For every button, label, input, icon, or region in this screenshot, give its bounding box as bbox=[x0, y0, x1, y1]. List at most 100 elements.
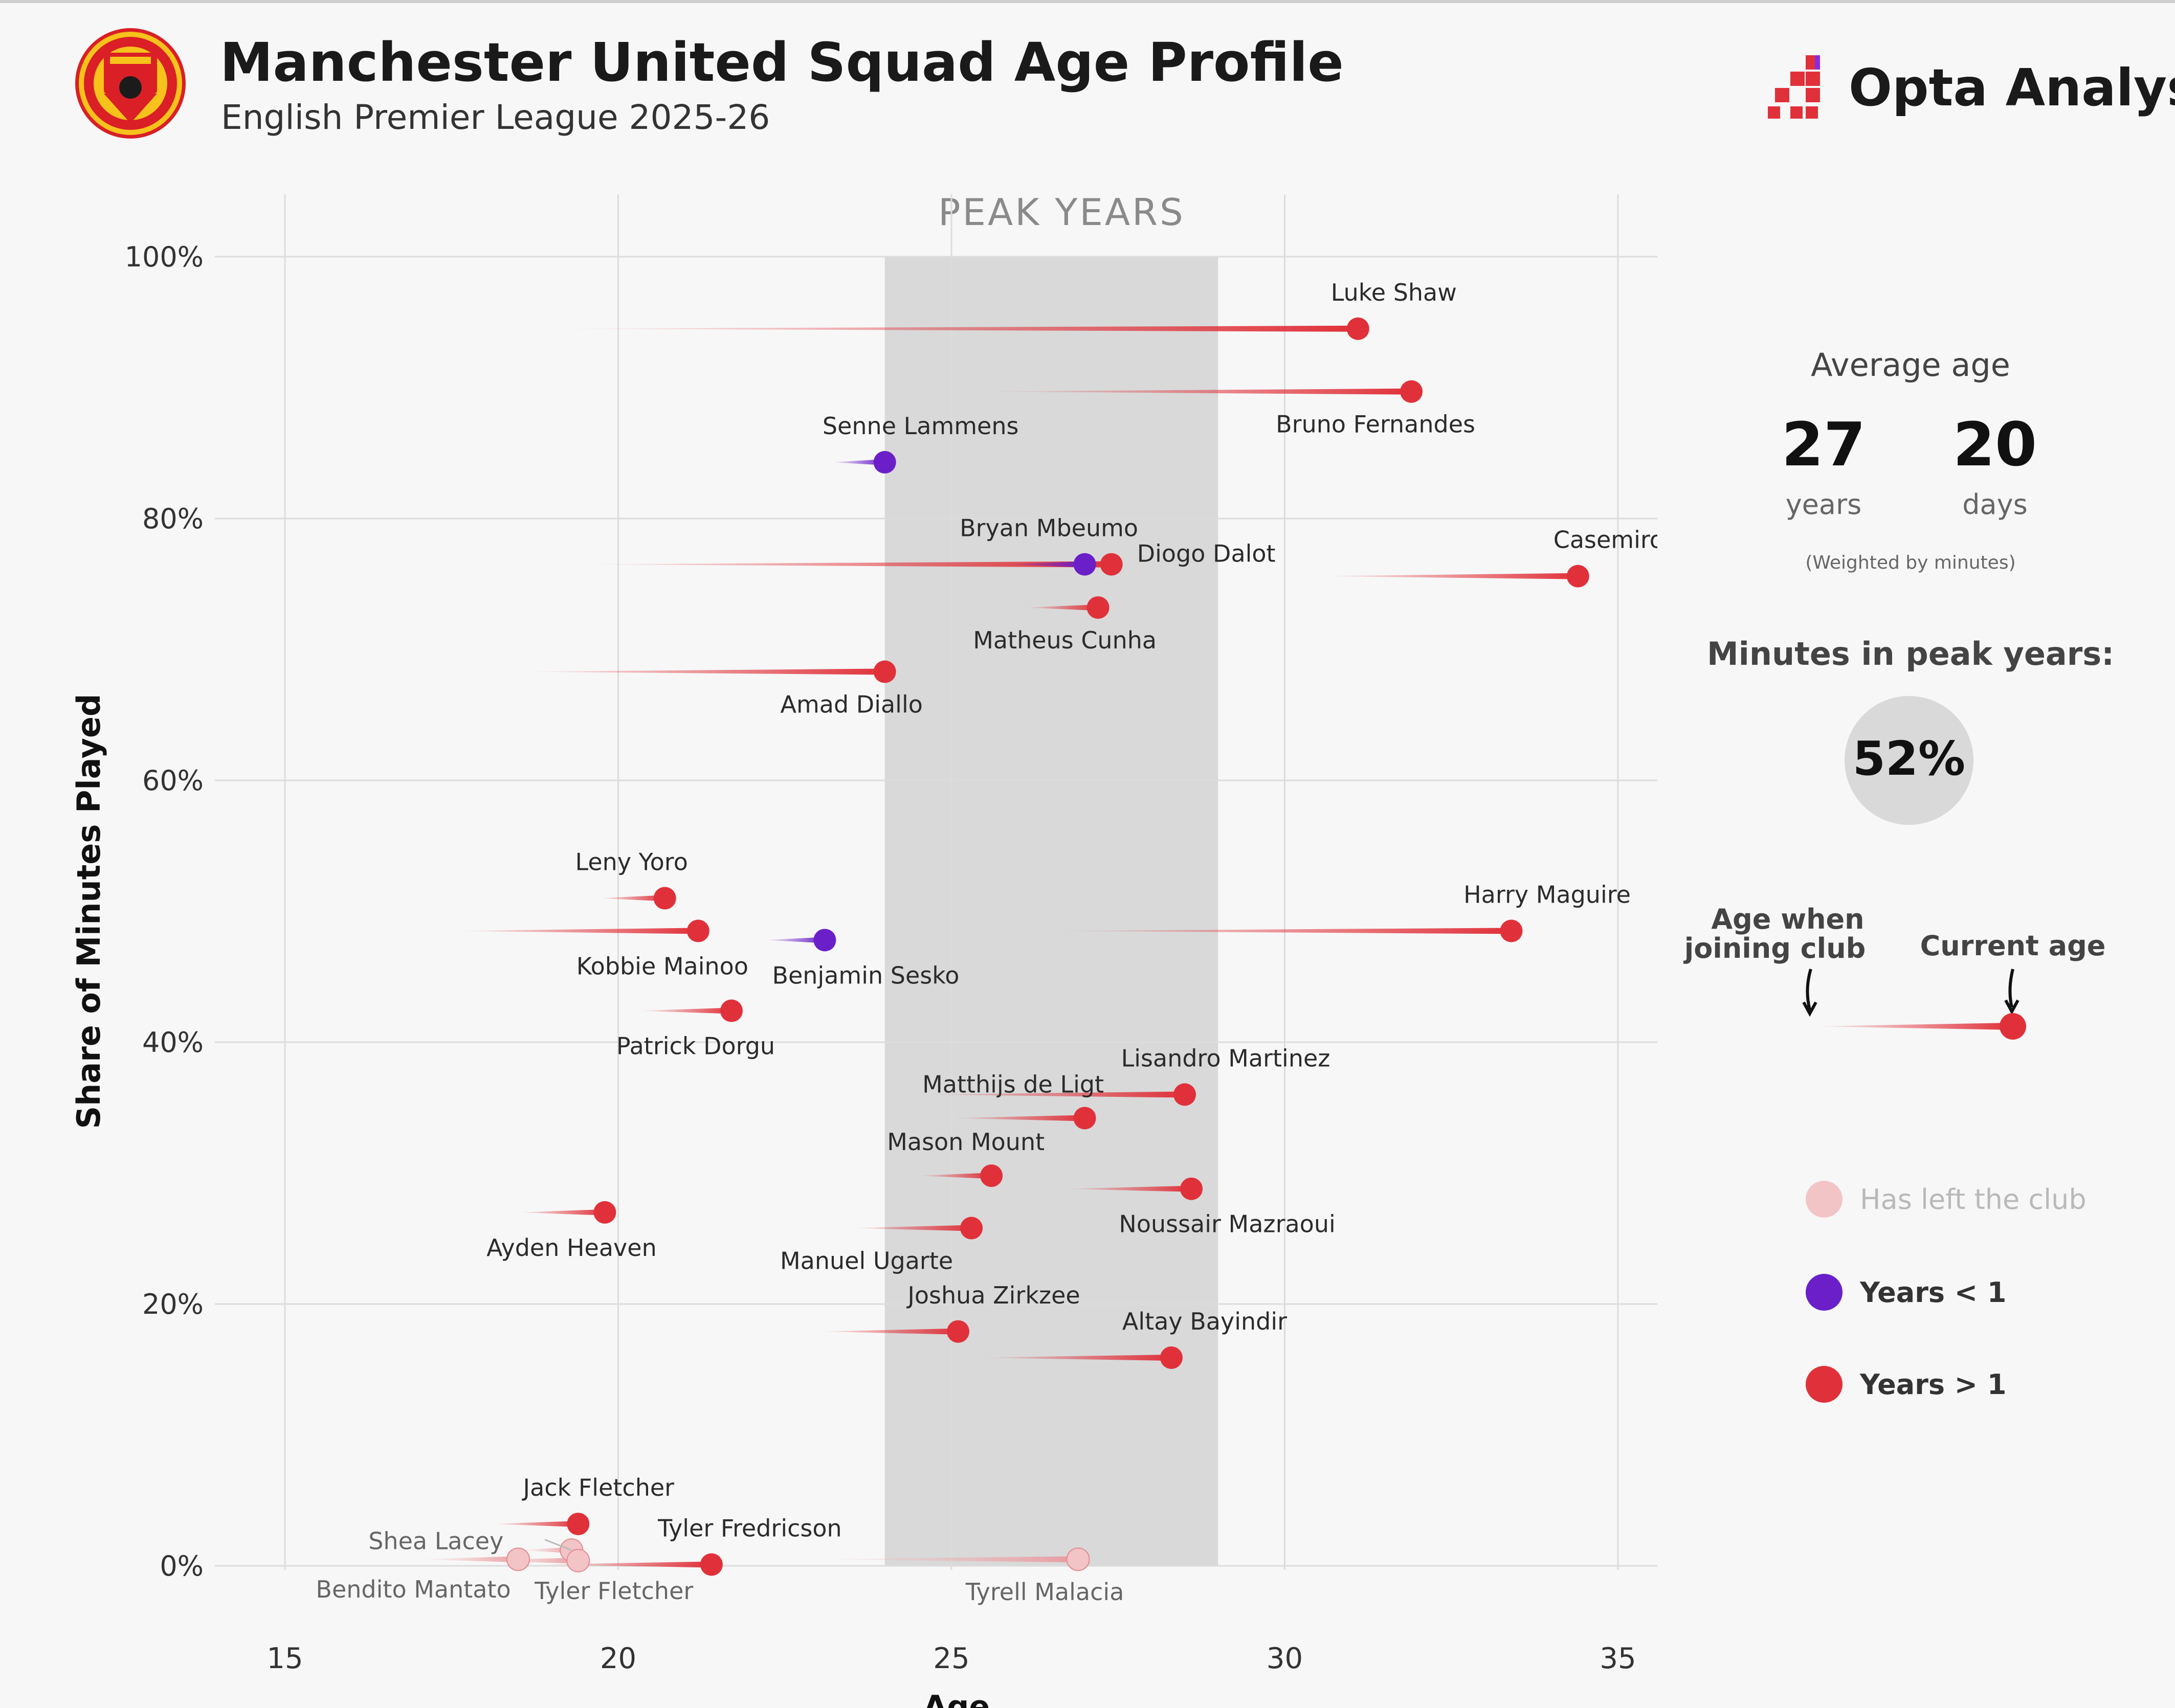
player-label: Kobbie Mainoo bbox=[576, 952, 748, 980]
player-dot[interactable] bbox=[1173, 1083, 1196, 1106]
player-trail bbox=[811, 1556, 1078, 1563]
key-current-label: Current age bbox=[1920, 930, 2106, 962]
player-dot[interactable] bbox=[1160, 1346, 1183, 1369]
player-label: Senne Lammens bbox=[823, 412, 1019, 440]
peak-years-label: PEAK YEARS bbox=[938, 191, 1185, 234]
y-tick-label: 0% bbox=[160, 1550, 204, 1582]
label-leader-line bbox=[544, 1539, 572, 1551]
key-joining-line2: joining club bbox=[1683, 932, 1866, 964]
player-trail bbox=[1064, 1185, 1192, 1192]
legend: Has left the club Years < 1 Years > 1 bbox=[1806, 1181, 2087, 1403]
years-label: years bbox=[1786, 488, 1862, 521]
player-trail bbox=[638, 1007, 732, 1014]
plot-right-mask bbox=[1657, 194, 1729, 1585]
player-trail bbox=[851, 1225, 972, 1231]
player-trail bbox=[1318, 573, 1578, 579]
player-dot[interactable] bbox=[566, 1548, 590, 1572]
player-dot[interactable] bbox=[873, 660, 896, 683]
player-dot[interactable] bbox=[686, 919, 709, 942]
legend-left-club-swatch bbox=[1806, 1181, 1843, 1218]
plot-area: PEAK YEARS 15 20 25 30 35 0% 20% 40% 60% 80% 100% Ag… bbox=[70, 191, 1729, 1708]
player-dot[interactable] bbox=[653, 887, 676, 910]
player-dot[interactable] bbox=[567, 1513, 590, 1536]
player-label: Joshua Zirkzee bbox=[906, 1282, 1080, 1309]
chart-subtitle: English Premier League 2025-26 bbox=[221, 98, 770, 137]
player-dot[interactable] bbox=[506, 1547, 530, 1571]
player-dot[interactable] bbox=[947, 1320, 970, 1343]
player-dot[interactable] bbox=[1500, 919, 1523, 942]
player-label: Patrick Dorgu bbox=[616, 1032, 775, 1060]
player-dot[interactable] bbox=[1400, 380, 1423, 403]
player-label: Mason Mount bbox=[887, 1128, 1045, 1156]
player-label: Leny Yoro bbox=[575, 848, 688, 875]
days-label: days bbox=[1962, 488, 2027, 521]
player-trail bbox=[978, 1354, 1171, 1361]
legend-years-gt1-swatch bbox=[1806, 1366, 1843, 1403]
player-trail bbox=[518, 1209, 605, 1216]
player-label: Manuel Ugarte bbox=[780, 1247, 953, 1275]
player-trail bbox=[451, 928, 698, 934]
key-joining-arrow bbox=[1806, 969, 1812, 1010]
player-dot[interactable] bbox=[873, 451, 896, 474]
player-dot[interactable] bbox=[1566, 565, 1589, 588]
player-dot[interactable] bbox=[593, 1201, 616, 1224]
player-label: Casemiro bbox=[1553, 526, 1664, 554]
brand-name: Opta Analyst bbox=[1849, 58, 2175, 118]
player-trail bbox=[598, 895, 665, 902]
player-label: Matheus Cunha bbox=[973, 626, 1157, 654]
player-dot[interactable] bbox=[813, 929, 836, 952]
key-current-arrowhead bbox=[2004, 999, 2019, 1015]
player-trail bbox=[518, 1547, 572, 1554]
player-label: Altay Bayindir bbox=[1122, 1308, 1287, 1335]
player-label: Luke Shaw bbox=[1331, 279, 1457, 306]
player-dot[interactable] bbox=[1066, 1547, 1090, 1571]
manchester-united-crest-icon bbox=[75, 28, 186, 139]
peak-minutes-badge bbox=[1845, 696, 1973, 825]
player-trail bbox=[518, 668, 885, 675]
legend-left-club-label: Has left the club bbox=[1860, 1183, 2087, 1216]
player-dot[interactable] bbox=[1073, 1107, 1096, 1130]
player-trail bbox=[571, 561, 1112, 568]
player-dot[interactable] bbox=[960, 1217, 983, 1240]
key-joining-arrowhead bbox=[1802, 1001, 1817, 1017]
player-label: Bendito Mantato bbox=[316, 1576, 511, 1603]
player-label: Diogo Dalot bbox=[1137, 540, 1276, 568]
peak-minutes-title: Minutes in peak years: bbox=[1707, 635, 2114, 672]
player-trail bbox=[978, 388, 1412, 395]
weighted-note: (Weighted by minutes) bbox=[1805, 552, 2015, 573]
player-label: Amad Diallo bbox=[781, 691, 923, 718]
key-trail bbox=[1811, 1023, 2013, 1030]
player-label: Harry Maguire bbox=[1463, 881, 1631, 908]
average-age-years: 27 bbox=[1782, 409, 1866, 480]
player-label: Bryan Mbeumo bbox=[960, 514, 1138, 542]
y-tick-label: 80% bbox=[142, 503, 204, 535]
player-dot[interactable] bbox=[1180, 1177, 1203, 1200]
peak-minutes-value: 52% bbox=[1853, 731, 1965, 786]
y-tick-label: 40% bbox=[142, 1026, 204, 1059]
key-joining-line1: Age when bbox=[1711, 903, 1864, 935]
key-current-dot bbox=[2000, 1013, 2026, 1040]
player-trail bbox=[918, 1091, 1185, 1098]
player-trail bbox=[491, 1521, 579, 1527]
player-dot[interactable] bbox=[1346, 317, 1369, 340]
player-trail bbox=[1045, 928, 1512, 934]
player-trail bbox=[818, 1328, 959, 1335]
player-dot[interactable] bbox=[1073, 553, 1096, 576]
x-tick-label: 25 bbox=[933, 1642, 969, 1675]
player-dot[interactable] bbox=[980, 1164, 1003, 1187]
player-dot[interactable] bbox=[1086, 596, 1109, 619]
legend-years-lt1-swatch bbox=[1806, 1274, 1843, 1311]
legend-years-gt1-label: Years > 1 bbox=[1859, 1368, 2006, 1401]
player-dot[interactable] bbox=[720, 999, 743, 1022]
x-tick-label: 35 bbox=[1600, 1642, 1636, 1675]
player-trail bbox=[765, 937, 825, 943]
player-dot[interactable] bbox=[1100, 553, 1123, 576]
y-tick-label: 100% bbox=[125, 241, 204, 273]
peak-years-band bbox=[884, 257, 1218, 1566]
y-tick-label: 20% bbox=[142, 1288, 204, 1320]
player-label: Bruno Fernandes bbox=[1276, 411, 1475, 438]
player-label: Tyrell Malacia bbox=[965, 1578, 1124, 1606]
player-dot[interactable] bbox=[700, 1553, 723, 1576]
player-label: Benjamin Sesko bbox=[772, 961, 959, 989]
x-tick-label: 20 bbox=[600, 1642, 636, 1675]
